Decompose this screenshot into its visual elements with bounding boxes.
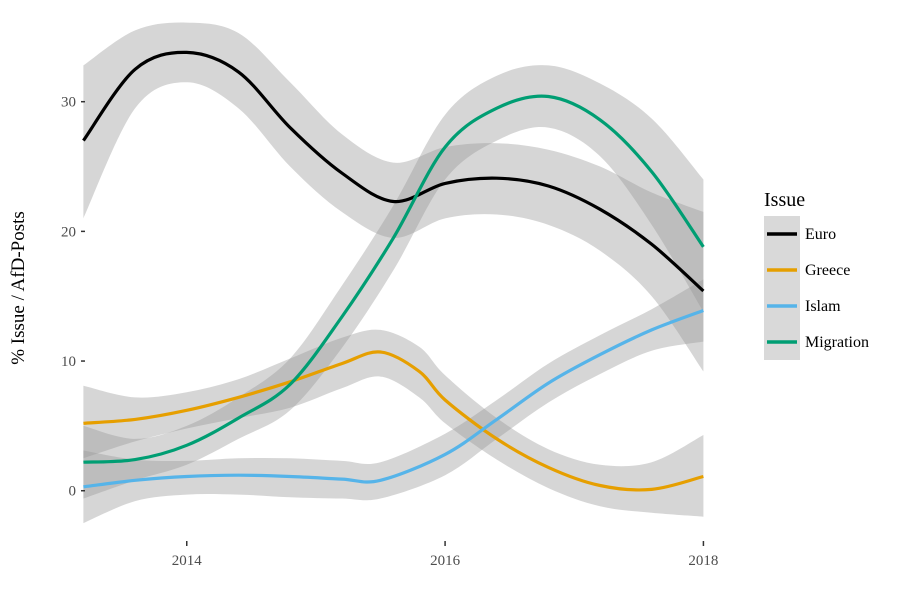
- legend-label-greece: Greece: [805, 262, 850, 279]
- y-tick-label: 20: [61, 224, 76, 240]
- y-axis-title: % Issue / AfD-Posts: [8, 211, 29, 365]
- legend-title: Issue: [764, 189, 805, 211]
- migration-confidence-band: [83, 65, 704, 499]
- y-axis: 0 10 20 30: [61, 95, 85, 500]
- greece-line: [83, 350, 704, 492]
- x-tick-label: 2018: [688, 553, 718, 569]
- series-lines: [82, 50, 705, 492]
- y-tick-label: 0: [69, 484, 77, 500]
- islam-line: [83, 309, 704, 489]
- islam-confidence-band: [83, 279, 704, 524]
- confidence-bands: [83, 22, 704, 524]
- euro-line: [82, 50, 705, 293]
- legend-key-background: [764, 216, 800, 360]
- x-axis: 2014 2016 2018: [172, 541, 718, 569]
- legend-label-euro: Euro: [805, 226, 836, 243]
- euro-confidence-band: [83, 22, 704, 372]
- greece-confidence-band: [83, 329, 704, 517]
- legend: Issue Euro Greece Islam Migration: [764, 189, 869, 360]
- y-tick-label: 10: [61, 354, 76, 370]
- legend-label-migration: Migration: [805, 334, 869, 351]
- legend-items: Euro Greece Islam Migration: [767, 226, 869, 351]
- x-tick-label: 2014: [172, 553, 203, 569]
- migration-line: [83, 94, 705, 464]
- x-tick-label: 2016: [430, 553, 461, 569]
- legend-label-islam: Islam: [805, 298, 841, 315]
- y-tick-label: 30: [61, 95, 76, 111]
